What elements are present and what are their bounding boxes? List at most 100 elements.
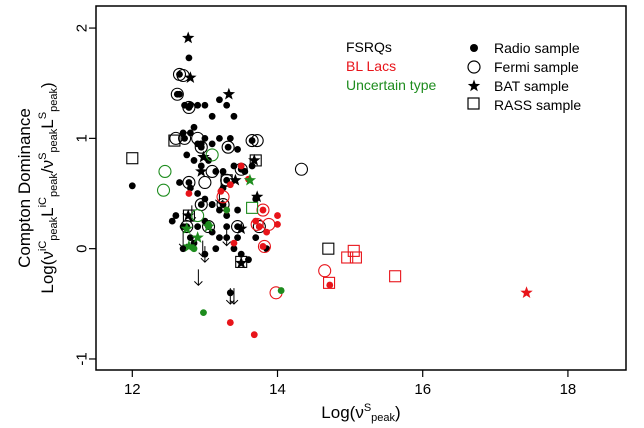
data-point-dot	[208, 112, 216, 120]
data-point-square	[249, 154, 262, 167]
legend-rass-sample: RASS sample	[494, 97, 581, 113]
data-point-dot	[185, 54, 193, 62]
data-point-square	[341, 251, 354, 264]
data-point-star	[235, 256, 248, 269]
data-point-dot	[226, 134, 234, 142]
data-point-circle	[318, 264, 332, 278]
data-point-dot	[274, 221, 281, 228]
data-point-dot	[176, 179, 183, 186]
data-point-square	[322, 242, 335, 255]
y-axis-title-line2: Log(νiCpeakLiCpeak/νSpeakLSpeak)	[37, 82, 60, 293]
data-point-circle	[158, 164, 172, 179]
data-point-circle	[262, 217, 276, 231]
data-point-star	[222, 87, 236, 100]
data-point-star	[195, 164, 208, 177]
y-tick-label: -1	[74, 352, 91, 365]
data-point-star	[251, 190, 264, 203]
data-point-circle	[205, 164, 219, 179]
x-tick-label: 18	[560, 381, 577, 398]
data-point-circle	[169, 131, 183, 145]
data-point-square	[168, 134, 181, 147]
data-point-dot	[248, 137, 256, 144]
data-point-dot	[274, 212, 281, 219]
data-point-circle	[205, 148, 219, 162]
data-point-square	[182, 209, 195, 222]
data-point-dot	[223, 212, 231, 219]
data-point-circle	[194, 140, 208, 154]
data-point-circle	[191, 209, 205, 223]
data-point-dot	[185, 104, 193, 111]
data-point-dot	[194, 223, 202, 231]
data-point-dot	[230, 239, 238, 247]
legend-circle-icon	[467, 60, 481, 74]
data-point-dot	[201, 195, 209, 203]
y-axis-title-line1: Compton Dominance	[15, 108, 34, 268]
data-point-square	[389, 270, 402, 283]
data-point-dot	[250, 331, 258, 339]
data-point-star	[243, 173, 257, 186]
data-point-dot	[223, 101, 231, 109]
data-point-square	[220, 174, 233, 187]
data-point-dot	[216, 206, 223, 214]
data-point-dot	[226, 319, 234, 326]
data-point-dot	[179, 245, 187, 253]
data-point-dot	[259, 243, 267, 250]
data-point-dot	[223, 206, 231, 214]
data-point-circle	[216, 190, 230, 204]
data-point-dot	[234, 206, 241, 214]
data-point-circle	[182, 100, 196, 115]
y-tick-label: 2	[74, 24, 91, 32]
data-point-circle	[250, 134, 264, 148]
data-point-square	[349, 251, 362, 264]
data-point-square	[235, 255, 248, 268]
data-point-dot	[224, 143, 232, 151]
data-point-circle	[191, 131, 205, 145]
data-point-square	[246, 201, 259, 214]
data-point-dot	[226, 181, 234, 189]
data-point-star	[182, 209, 195, 221]
data-point-dot	[173, 90, 181, 98]
y-tick-label: 1	[74, 134, 91, 142]
data-point-dot	[219, 168, 227, 175]
data-point-dot	[230, 245, 238, 253]
data-point-dot	[197, 201, 205, 208]
x-tick-label: 16	[414, 381, 431, 398]
legend-square-icon	[467, 97, 480, 110]
data-point-dot	[197, 143, 205, 151]
y-tick-label: 0	[74, 244, 91, 252]
data-point-circle	[221, 140, 235, 154]
data-point-dot	[190, 157, 198, 164]
data-point-dot	[128, 182, 136, 190]
legend-fermi-sample: Fermi sample	[494, 59, 579, 75]
data-point-dot	[216, 96, 223, 104]
class-legend: FSRQs BL Lacs Uncertain type	[346, 39, 436, 93]
data-point-star	[235, 222, 248, 235]
upper-limit-arrow	[225, 288, 235, 305]
data-point-circle	[182, 175, 196, 190]
data-point-dot	[172, 212, 180, 219]
data-point-dot	[194, 101, 202, 109]
legend-bat-sample: BAT sample	[494, 78, 569, 94]
data-point-square	[126, 152, 139, 165]
legend-radio-sample: Radio sample	[494, 40, 580, 56]
data-point-star	[184, 71, 197, 83]
data-point-dot	[252, 234, 260, 242]
data-point-dot	[212, 245, 220, 253]
data-point-dot	[259, 206, 267, 214]
data-point-circle	[245, 134, 259, 148]
data-point-dot	[205, 157, 212, 164]
upper-limit-arrow	[198, 240, 208, 258]
upper-limit-arrow	[229, 288, 239, 305]
data-point-circle	[216, 197, 230, 212]
x-tick-label: 14	[269, 381, 286, 398]
data-point-circle	[198, 175, 212, 190]
data-point-dot	[277, 287, 285, 294]
data-point-star	[229, 173, 242, 186]
data-point-circle	[231, 220, 245, 234]
legend-dot-icon	[470, 44, 478, 52]
x-tick-label: 12	[124, 381, 141, 398]
data-point-circle	[178, 131, 192, 145]
data-point-dot	[208, 201, 216, 208]
plot-frame	[95, 5, 627, 371]
